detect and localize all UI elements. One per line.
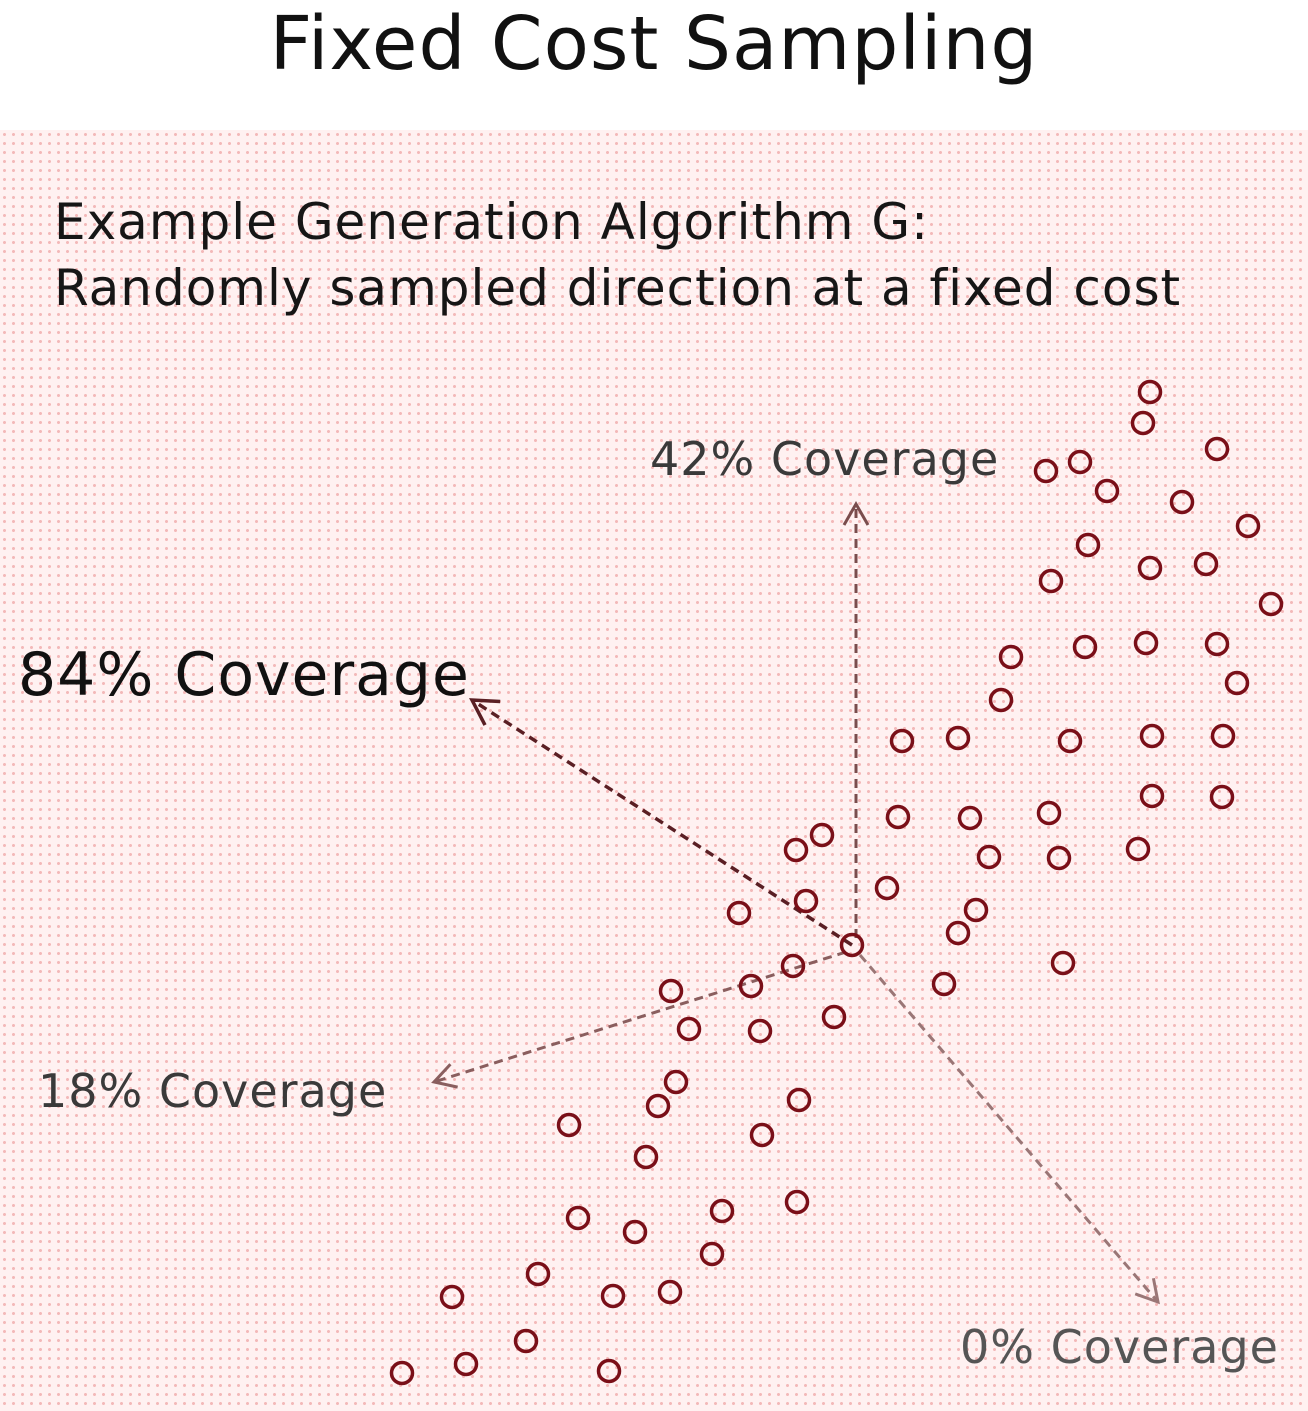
sample-point <box>988 687 1014 713</box>
sample-point <box>747 1018 773 1044</box>
sample-point <box>931 971 957 997</box>
sample-point <box>676 1016 702 1042</box>
dotted-canvas <box>0 130 1308 1411</box>
sample-point <box>1036 800 1062 826</box>
sample-points <box>389 379 1284 1386</box>
sample-point <box>821 1004 847 1030</box>
sample-point <box>976 844 1002 870</box>
sample-point <box>565 1205 591 1231</box>
sample-point <box>439 1284 465 1310</box>
sample-point <box>945 920 971 946</box>
description-line-2: Randomly sampled direction at a fixed co… <box>54 259 1182 317</box>
sample-point <box>749 1122 775 1148</box>
sample-point <box>1057 728 1083 754</box>
coverage-label-42: 42% Coverage <box>650 432 1000 486</box>
sample-point <box>633 1144 659 1170</box>
sample-point <box>1067 449 1093 475</box>
sample-point <box>658 978 684 1004</box>
sample-point <box>699 1241 725 1267</box>
sample-point <box>1204 436 1230 462</box>
arrow-0-coverage <box>858 954 1160 1305</box>
sample-point <box>738 973 764 999</box>
sample-point <box>1193 551 1219 577</box>
coverage-label-0: 0% Coverage <box>960 1320 1279 1374</box>
sample-point <box>1050 950 1076 976</box>
sample-point <box>1139 783 1165 809</box>
sample-point <box>453 1351 479 1377</box>
sample-point <box>957 805 983 831</box>
sample-point <box>1224 670 1250 696</box>
sample-point <box>1209 784 1235 810</box>
sample-point <box>963 897 989 923</box>
sample-point <box>389 1360 415 1386</box>
sample-point <box>1075 532 1101 558</box>
sample-point <box>809 822 835 848</box>
sample-point <box>1130 410 1156 436</box>
sample-point <box>783 837 809 863</box>
sample-point <box>657 1279 683 1305</box>
coverage-label-84: 84% Coverage <box>18 640 470 710</box>
sample-point <box>596 1358 622 1384</box>
sample-point <box>645 1093 671 1119</box>
sample-point <box>622 1219 648 1245</box>
sample-point <box>1133 630 1159 656</box>
sample-point <box>709 1198 735 1224</box>
sample-point <box>1204 631 1230 657</box>
arrow-18-coverage <box>431 950 847 1089</box>
sample-point <box>998 644 1024 670</box>
sample-point <box>780 953 806 979</box>
sample-point <box>1258 591 1284 617</box>
sample-point <box>889 728 915 754</box>
sample-point <box>786 1087 812 1113</box>
sample-point <box>1235 513 1261 539</box>
sample-point <box>663 1069 689 1095</box>
sample-point <box>945 725 971 751</box>
sample-point <box>726 900 752 926</box>
arrow-84-coverage <box>469 698 853 947</box>
sample-point <box>525 1261 551 1287</box>
sample-point <box>1094 478 1120 504</box>
sample-point <box>1137 555 1163 581</box>
coverage-label-18: 18% Coverage <box>38 1064 388 1118</box>
sample-point <box>1046 845 1072 871</box>
sample-point <box>1033 458 1059 484</box>
sample-point <box>1038 568 1064 594</box>
sample-point <box>784 1189 810 1215</box>
sample-point <box>885 804 911 830</box>
sample-point <box>1210 723 1236 749</box>
sample-point <box>839 932 865 958</box>
sample-point <box>874 875 900 901</box>
sample-point <box>600 1283 626 1309</box>
sample-point <box>1139 723 1165 749</box>
sample-point <box>793 888 819 914</box>
sample-point <box>1072 634 1098 660</box>
sample-point <box>513 1328 539 1354</box>
page-title: Fixed Cost Sampling <box>269 1 1039 87</box>
sample-point <box>556 1112 582 1138</box>
sample-point <box>1137 379 1163 405</box>
sample-point <box>1169 489 1195 515</box>
description-line-1: Example Generation Algorithm G: <box>54 193 929 251</box>
sample-point <box>1125 836 1151 862</box>
